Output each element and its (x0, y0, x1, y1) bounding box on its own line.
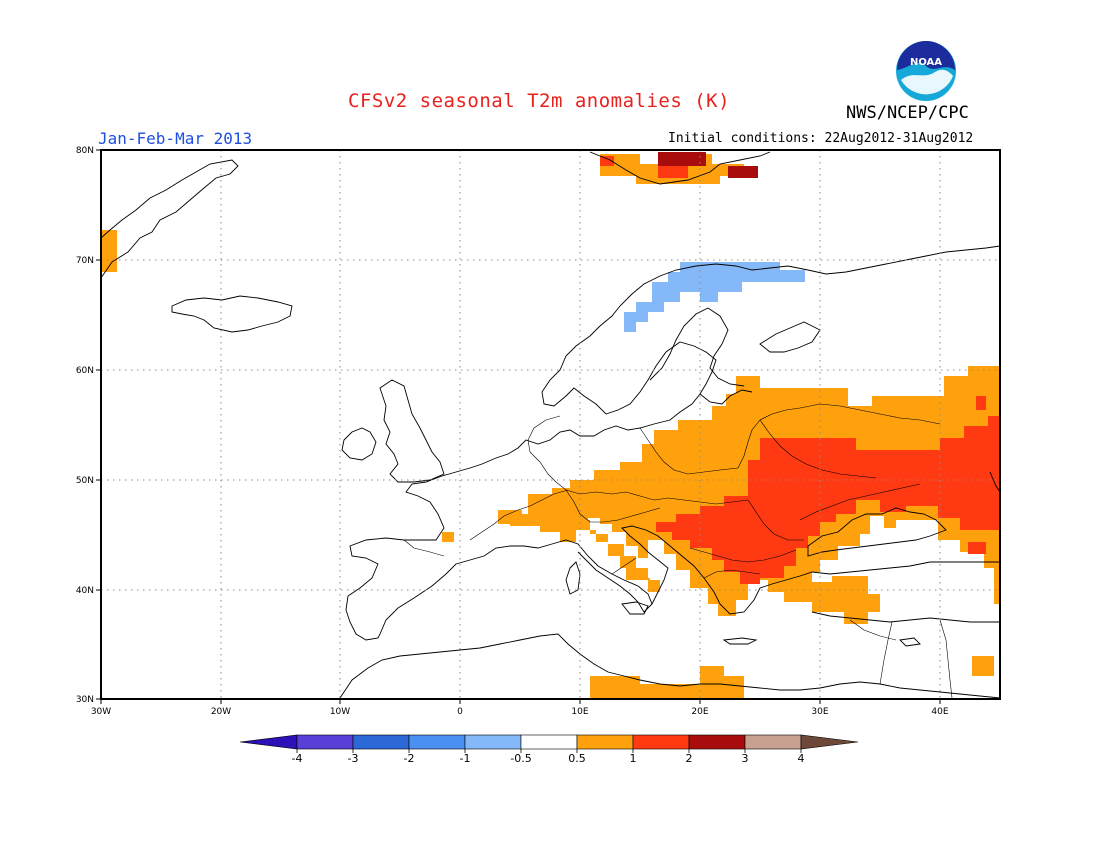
x-tick-label: 30W (91, 707, 111, 717)
colorbar-tick-label: 0.5 (568, 752, 586, 765)
colorbar-swatch (352, 734, 410, 750)
x-tick-label: 40E (931, 707, 948, 717)
colorbar-tick-label: -4 (292, 752, 303, 765)
colorbar-tick-label: -0.5 (510, 752, 531, 765)
warm-anomaly-region-italy-south (626, 568, 660, 592)
anomaly-field (101, 152, 1000, 699)
map-frame (100, 149, 1001, 700)
colorbar-swatch (464, 734, 522, 750)
country-borders (403, 403, 953, 699)
colorbar-tick-label: 1 (630, 752, 637, 765)
colorbar-tick-label: 3 (742, 752, 749, 765)
very-strong-warm-anomaly (658, 152, 706, 166)
x-tick-label: 30E (811, 707, 828, 717)
noaa-logo: NOAA (896, 41, 956, 101)
cold-anomaly-region (624, 262, 805, 332)
colorbar-swatch (632, 734, 690, 750)
initial-conditions-label: Initial conditions: 22Aug2012-31Aug2012 (668, 131, 974, 146)
y-tick-label: 50N (76, 476, 94, 486)
colorbar-tick-label: -2 (404, 752, 415, 765)
map-title: CFSv2 seasonal T2m anomalies (K) (348, 90, 731, 112)
colorbar-swatch (576, 734, 634, 750)
tick-marks (96, 149, 941, 704)
colorbar-swatch (296, 734, 354, 750)
strong-warm-anomaly-region (656, 416, 1000, 584)
colorbar-tick-label: -3 (348, 752, 359, 765)
y-tick-label: 40N (76, 586, 94, 596)
colorbar-swatch (688, 734, 746, 750)
y-tick-label: 70N (76, 256, 94, 266)
agency-label: NWS/NCEP/CPC (846, 103, 969, 123)
colorbar-low-extend (239, 734, 298, 750)
colorbar-high-extend (800, 734, 859, 750)
colorbar: -4 -3 -2 -1 -0.5 0.5 1 2 3 4 (239, 734, 859, 765)
y-tick-label: 30N (76, 695, 94, 705)
y-tick-label: 80N (76, 146, 94, 156)
x-tick-label: 10W (330, 707, 350, 717)
y-tick-label: 60N (76, 366, 94, 376)
colorbar-tick-label: 2 (686, 752, 693, 765)
x-tick-labels: 30W 20W 10W 0 10E 20E 30E 40E (91, 707, 949, 717)
y-tick-labels: 30N 40N 50N 60N 70N 80N (76, 146, 94, 705)
x-tick-label: 10E (571, 707, 588, 717)
x-tick-label: 20W (211, 707, 231, 717)
coastlines (101, 151, 1000, 699)
colorbar-swatch (744, 734, 802, 750)
colorbar-tick-label: -1 (460, 752, 471, 765)
graticule (101, 150, 1000, 699)
period-label: Jan-Feb-Mar 2013 (98, 129, 253, 148)
colorbar-tick-label: 4 (798, 752, 805, 765)
x-tick-label: 0 (457, 707, 463, 717)
colorbar-swatch (520, 734, 578, 750)
colorbar-swatch (408, 734, 466, 750)
x-tick-label: 20E (691, 707, 708, 717)
svg-text:NOAA: NOAA (910, 57, 942, 68)
